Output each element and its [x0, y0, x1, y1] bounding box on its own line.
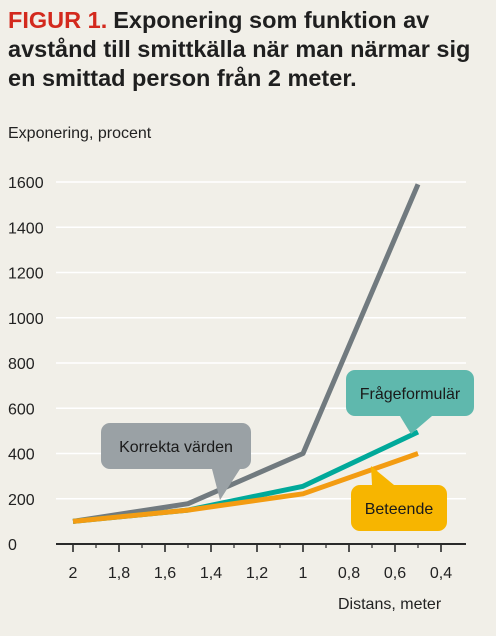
callout-box — [351, 485, 447, 531]
series-line — [72, 183, 421, 524]
callout-label: Frågeformulär — [360, 385, 461, 403]
series-callouts: Korrekta värden Frågeformulär Beteende — [101, 370, 474, 531]
x-tick-label: 2 — [69, 565, 78, 582]
y-tick-label: 400 — [8, 447, 35, 464]
x-tick-label: 1,2 — [246, 565, 268, 582]
x-axis — [56, 543, 466, 552]
callout: Frågeformulär — [346, 370, 474, 434]
callout-box — [346, 370, 474, 416]
x-tick-label: 1,8 — [108, 565, 130, 582]
callout-box — [101, 423, 251, 469]
x-tick-label: 1 — [299, 565, 308, 582]
callout-pointer — [371, 466, 394, 485]
y-tick-label: 0 — [8, 537, 17, 554]
callout-label: Beteende — [365, 501, 434, 518]
y-tick-labels: 0 200 400 600 800 1000 1200 1400 1600 — [8, 175, 44, 554]
x-tick-label: 0,8 — [338, 565, 360, 582]
x-tick-label: 1,4 — [200, 565, 222, 582]
callout-label: Korrekta värden — [119, 439, 233, 456]
callout: Beteende — [351, 466, 447, 531]
x-tick-labels: 2 1,8 1,6 1,4 1,2 1 0,8 0,6 0,4 — [69, 565, 453, 582]
y-tick-label: 800 — [8, 356, 35, 373]
callout: Korrekta värden — [101, 423, 251, 500]
y-tick-label: 1600 — [8, 175, 44, 192]
y-tick-label: 1400 — [8, 220, 44, 237]
y-axis-label: Exponering, procent — [8, 125, 152, 142]
y-tick-label: 1000 — [8, 311, 44, 328]
series-line — [72, 451, 419, 524]
y-tick-label: 600 — [8, 401, 35, 418]
figure-title: FIGUR 1. Exponering som funktion av avstå… — [8, 6, 492, 93]
y-tick-label: 1200 — [8, 266, 44, 283]
x-axis-label: Distans, meter — [338, 596, 442, 613]
x-tick-label: 0,4 — [430, 565, 452, 582]
series-lines — [72, 183, 421, 524]
figure-label: FIGUR 1. — [8, 7, 108, 33]
callout-pointer — [400, 416, 432, 434]
callout-pointer — [212, 469, 240, 500]
x-tick-label: 1,6 — [154, 565, 176, 582]
figure-title-text: Exponering som funktion av avstånd till … — [8, 7, 471, 91]
y-tick-label: 200 — [8, 492, 35, 509]
x-tick-label: 0,6 — [384, 565, 406, 582]
